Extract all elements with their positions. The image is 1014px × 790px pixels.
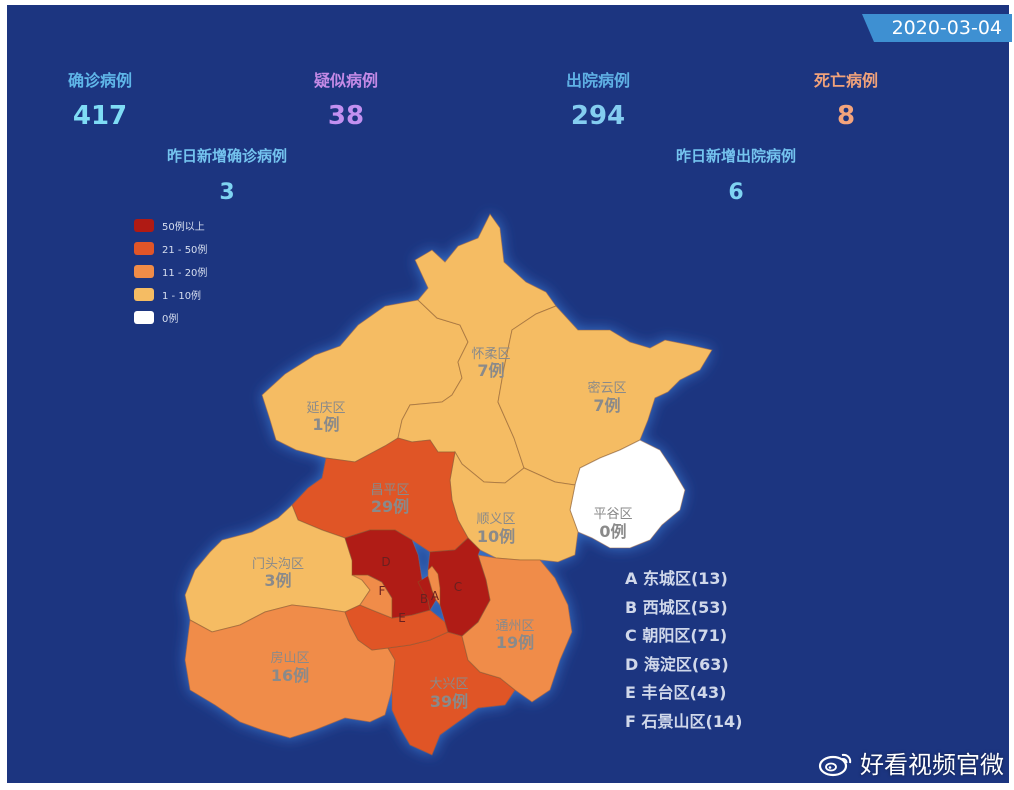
label-shunyi-name: 顺义区 (476, 512, 515, 527)
stat-suspected-value: 38 (327, 101, 365, 131)
note-item: D 海淀区(63) (625, 654, 729, 674)
label-fangshan-count: 16例 (271, 666, 309, 685)
watermark-text: 好看视频官微 (860, 751, 1004, 779)
legend-item: 21 - 50例 (134, 237, 207, 260)
label-mentougou-name: 门头沟区 (252, 557, 304, 572)
legend-label: 21 - 50例 (162, 245, 208, 256)
district-dongcheng[interactable] (427, 565, 441, 607)
label-yanqing-name: 延庆区 (306, 401, 345, 416)
legend-label: 0例 (162, 314, 179, 325)
label-shijingshan-letter: F (379, 584, 386, 598)
note-item: C 朝阳区(71) (625, 626, 728, 646)
legend-label: 1 - 10例 (162, 291, 202, 302)
label-changping-name: 昌平区 (370, 483, 409, 498)
note-item: E 丰台区(43) (625, 683, 727, 703)
label-mentougou-count: 3例 (264, 571, 291, 590)
label-pinggu-count: 0例 (599, 522, 626, 541)
label-miyun-count: 7例 (593, 396, 620, 415)
label-fangshan-name: 房山区 (270, 650, 309, 666)
stat-confirmed: 确诊病例 417 (68, 67, 132, 131)
label-tongzhou-count: 19例 (496, 633, 534, 652)
label-haidian-letter: D (381, 555, 390, 569)
legend-item: 50例以上 (134, 214, 207, 237)
legend-swatch (134, 288, 154, 301)
label-dongcheng-letter: A (431, 589, 440, 603)
district-notes: A 东城区(13) B 西城区(53) C 朝阳区(71) D 海淀区(63) … (625, 565, 742, 737)
label-shunyi-count: 10例 (477, 527, 515, 546)
legend-label: 50例以上 (162, 222, 205, 233)
label-daxing-name: 大兴区 (429, 677, 468, 692)
label-changping-count: 29例 (371, 497, 409, 516)
legend-swatch (134, 242, 154, 255)
stat-deaths-label: 死亡病例 (813, 71, 879, 90)
stat-confirmed-label: 确诊病例 (67, 71, 133, 90)
date-text: 2020-03-04 (891, 17, 1002, 39)
stat-discharged: 出院病例 294 (566, 67, 630, 131)
stat-new-discharged-value: 6 (728, 180, 744, 205)
note-item: B 西城区(53) (625, 597, 728, 617)
stat-discharged-value: 294 (570, 101, 626, 131)
legend-item: 1 - 10例 (134, 283, 207, 306)
district-miyun[interactable] (497, 305, 713, 486)
district-pinggu[interactable] (569, 439, 686, 549)
stat-suspected: 疑似病例 38 (314, 67, 378, 131)
weibo-icon (818, 753, 852, 776)
watermark: 好看视频官微 (818, 745, 1004, 780)
date-badge: 2020-03-04 (862, 14, 1012, 42)
stat-confirmed-value: 417 (72, 101, 128, 131)
legend-swatch (134, 219, 154, 232)
legend-item: 0例 (134, 306, 207, 329)
stat-new-discharged: 昨日新增出院病例 6 (676, 145, 796, 205)
label-huairou-name: 怀柔区 (471, 347, 510, 362)
label-yanqing-count: 1例 (312, 415, 339, 434)
label-fengtai-letter: E (398, 611, 406, 625)
label-pinggu-name: 平谷区 (593, 507, 632, 522)
legend-swatch (134, 311, 154, 324)
label-daxing-count: 39例 (430, 692, 468, 711)
legend-label: 11 - 20例 (162, 268, 208, 279)
stat-new-confirmed: 昨日新增确诊病例 3 (167, 145, 287, 205)
legend-swatch (134, 265, 154, 278)
stat-new-discharged-label: 昨日新增出院病例 (675, 147, 797, 165)
legend-item: 11 - 20例 (134, 260, 207, 283)
label-chaoyang-letter: C (454, 580, 462, 594)
district-haidian[interactable] (344, 529, 431, 619)
label-miyun-name: 密云区 (587, 380, 626, 396)
map-legend: 50例以上 21 - 50例 11 - 20例 1 - 10例 0例 (134, 214, 207, 329)
label-huairou-count: 7例 (477, 361, 504, 380)
stat-new-confirmed-label: 昨日新增确诊病例 (166, 147, 288, 165)
stat-discharged-label: 出院病例 (565, 71, 631, 90)
label-xicheng-letter: B (420, 592, 428, 606)
stat-deaths-value: 8 (836, 101, 856, 131)
label-tongzhou-name: 通州区 (495, 619, 534, 634)
stat-new-confirmed-value: 3 (219, 180, 235, 205)
note-item: F 石景山区(14) (625, 711, 743, 731)
note-item: A 东城区(13) (625, 569, 728, 588)
stat-deaths: 死亡病例 8 (814, 67, 878, 131)
stat-suspected-label: 疑似病例 (313, 71, 379, 90)
